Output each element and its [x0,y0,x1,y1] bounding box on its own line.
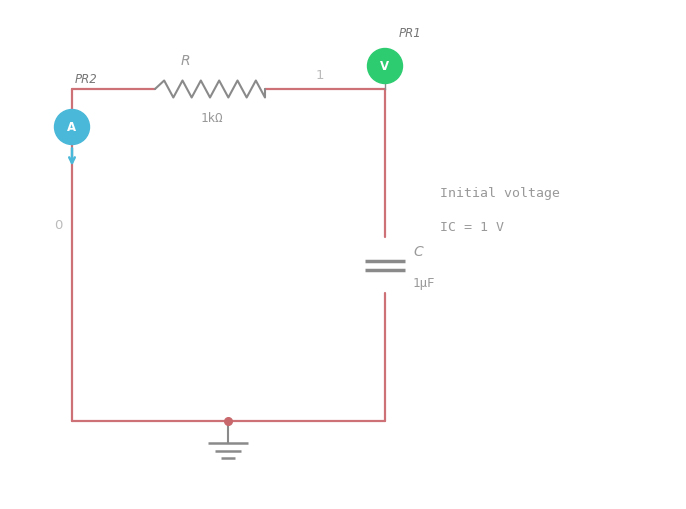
Text: 1μF: 1μF [413,277,436,290]
Circle shape [368,49,403,84]
Text: PR1: PR1 [399,27,421,40]
Text: A: A [67,121,77,134]
Circle shape [54,110,89,145]
Text: V: V [381,61,390,73]
Text: IC = 1 V: IC = 1 V [440,221,504,234]
Text: 1kΩ: 1kΩ [201,112,223,125]
Text: Initial voltage: Initial voltage [440,187,560,200]
Text: 0: 0 [54,219,62,232]
Text: R: R [180,54,190,68]
Text: PR2: PR2 [75,73,97,86]
Text: 1: 1 [316,69,324,82]
Text: C: C [413,244,423,259]
